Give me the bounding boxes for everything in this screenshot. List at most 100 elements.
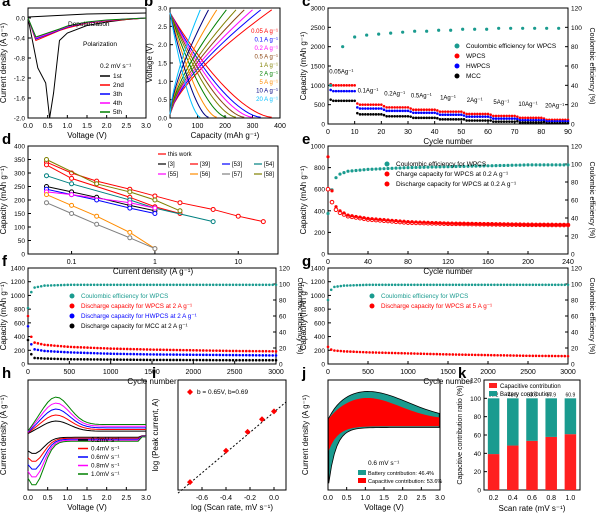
cycle-point [53, 350, 56, 353]
cycle-point [339, 349, 343, 353]
cycle-point [525, 354, 528, 358]
panel-label: a [2, 0, 11, 10]
x-tick-label: 1.0 [62, 123, 72, 130]
y2-tick-label: 0 [571, 362, 575, 369]
capacity-point [382, 108, 386, 111]
capacity-point [348, 84, 351, 87]
legend-entry: 2 A g⁻¹ [259, 72, 278, 78]
capacity-point [478, 119, 482, 122]
capacity-point [513, 120, 516, 123]
bar-value-label: 57.9 [546, 392, 556, 398]
x-tick-label: 80 [537, 129, 545, 136]
cycle-point [165, 348, 169, 352]
cycle-point [512, 354, 515, 357]
rate-comparison-point [69, 175, 75, 181]
capacity-point [438, 113, 442, 117]
capacity-point [441, 113, 444, 117]
rate-comparison-point [94, 221, 100, 227]
capacity-point [489, 116, 492, 119]
y-tick-label: 50 [18, 238, 26, 245]
cycle-point [268, 349, 271, 353]
cycle-point [182, 358, 185, 362]
capacity-point [345, 84, 348, 87]
data-point [550, 163, 554, 167]
cycle-point [358, 350, 362, 354]
cycle-point [178, 283, 182, 287]
cycle-point [106, 358, 109, 361]
cycle-point [248, 349, 251, 353]
data-point [502, 163, 506, 168]
y-tick-label: -2.0 [14, 116, 26, 123]
capacitive-bar [545, 436, 557, 490]
data-point [426, 220, 430, 225]
legend-entry: 0.5 A g⁻¹ [254, 55, 278, 61]
x-axis-label: Current density (A g⁻¹) [113, 267, 194, 276]
capacity-point [457, 113, 460, 117]
capacity-point [361, 107, 364, 110]
cycle-point [231, 283, 235, 287]
data-point [474, 164, 478, 168]
legend-marker [454, 43, 460, 49]
capacity-point [337, 84, 340, 87]
data-point [462, 164, 466, 168]
capacity-point [350, 99, 354, 103]
capacity-point [372, 103, 375, 106]
cycle-point [326, 298, 330, 302]
capacity-point [460, 118, 463, 121]
y-tick-label: 1000 [311, 293, 326, 300]
x-tick-label: 500 [63, 369, 75, 376]
x-tick-label: 3.0 [435, 495, 445, 502]
cycle-point [155, 358, 159, 362]
cycle-point [261, 283, 265, 287]
panel-e: e0 40 80 120 160 200 2400200400600800100002040… [299, 131, 595, 276]
cycle-point [352, 283, 355, 287]
annotation-scanrate: 0.6 mV s⁻¹ [368, 460, 400, 467]
data-point [334, 205, 338, 209]
panel-f: f0 500 1000 1500 2000 2500 3000020040060080010… [0, 253, 303, 386]
capacity-point [521, 121, 524, 124]
x-tick-label: 10 [351, 129, 359, 136]
cycle-point [49, 350, 53, 353]
x-tick-label: 3000 [560, 369, 576, 376]
cycle-point [248, 358, 251, 362]
rate-comparison-point [210, 219, 216, 225]
capacity-point [345, 99, 348, 103]
cycle-point [69, 283, 73, 287]
data-point [562, 163, 566, 167]
y2-tick-label: 120 [571, 144, 582, 151]
capacity-point [446, 113, 450, 117]
cycle-point [139, 283, 142, 287]
rate-label: 20Ag⁻¹ [545, 104, 564, 110]
cycle-point [409, 352, 413, 355]
cycle-point [132, 358, 136, 362]
cycle-point [464, 283, 467, 287]
x-tick-label: 2500 [520, 369, 536, 376]
capacity-point [494, 117, 498, 120]
cycle-point [106, 347, 109, 350]
cycle-point [135, 347, 139, 351]
capacity-point [396, 106, 399, 109]
plot-frame [177, 379, 287, 491]
cycle-point [115, 352, 119, 356]
capacity-point [500, 120, 503, 123]
rate-comparison-point [260, 219, 266, 225]
legend-marker [69, 323, 75, 329]
data-point [402, 166, 406, 170]
capacity-point [356, 106, 359, 109]
cycle-point [79, 346, 83, 349]
cycle-point [125, 358, 129, 361]
legend-entry: 1.0mV s⁻¹ [91, 471, 120, 478]
rate-label: 1Ag⁻¹ [440, 96, 456, 102]
capacity-point [484, 112, 487, 116]
cycle-point [557, 283, 560, 287]
capacity-point [377, 107, 380, 110]
cycle-point [69, 351, 73, 354]
cycle-point [142, 348, 146, 351]
legend-entry: 4th [113, 100, 122, 107]
cycle-point [39, 284, 43, 288]
data-point [382, 218, 386, 222]
cycle-point [145, 348, 149, 351]
y-tick-label: 600 [14, 320, 25, 327]
cycle-point [268, 283, 271, 287]
capacity-point [508, 117, 511, 120]
